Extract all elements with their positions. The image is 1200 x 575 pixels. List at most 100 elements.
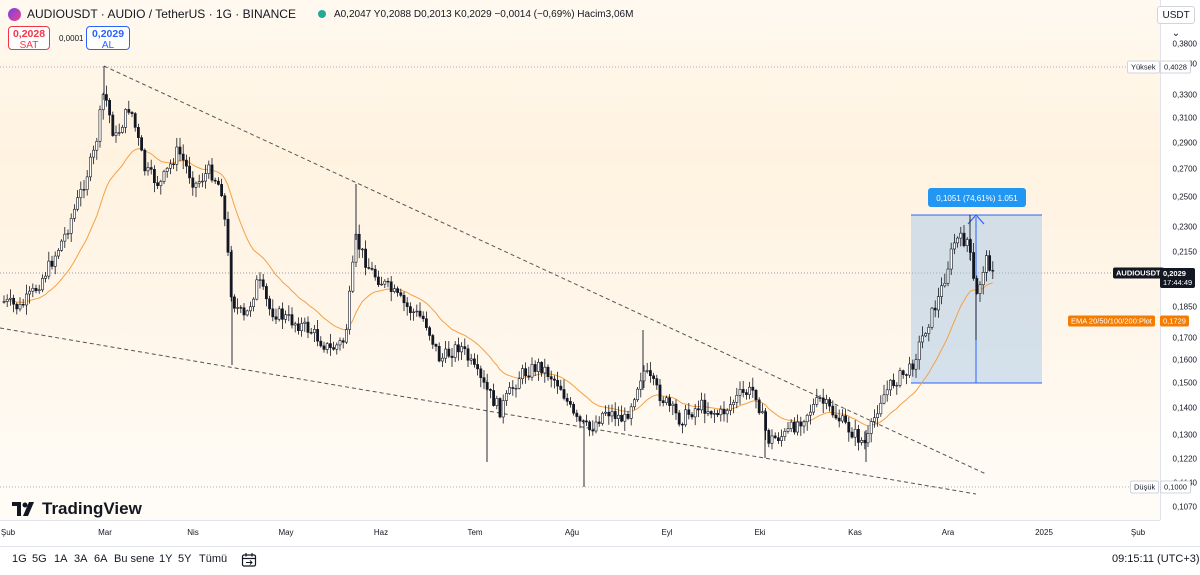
candle-body — [604, 411, 608, 414]
price-tick: 0,2500 — [1172, 192, 1197, 202]
candle-body — [959, 232, 963, 239]
time-tick: May — [278, 528, 294, 537]
candle-body — [469, 358, 473, 361]
timeframe-button[interactable]: 3A — [74, 553, 88, 565]
high-tag-value-text: 0,4028 — [1164, 62, 1187, 72]
candle-body — [210, 164, 214, 181]
candle-body — [501, 400, 505, 418]
candle-body — [645, 370, 649, 372]
candle-body — [284, 314, 288, 320]
candle-body — [431, 335, 435, 345]
candle-body — [82, 189, 86, 191]
candle-body — [543, 366, 547, 374]
candle-body — [988, 255, 992, 271]
candle-body — [421, 315, 425, 320]
candle-body — [600, 412, 604, 424]
candle-body — [962, 232, 966, 246]
candle-body — [972, 252, 976, 279]
candle-body — [165, 167, 169, 172]
timeframe-button[interactable]: Bu sene — [114, 553, 155, 565]
timeframe-button[interactable]: 5Y — [178, 553, 192, 565]
candle-body — [946, 268, 950, 284]
candle-body — [629, 406, 633, 419]
candle-body — [204, 173, 208, 182]
candle-body — [671, 403, 675, 406]
candle-body — [895, 384, 899, 387]
candle-body — [124, 109, 128, 128]
timeframe-button[interactable]: 6A — [94, 553, 108, 565]
candle-body — [453, 344, 457, 358]
time-axis[interactable]: Şub Mar Nis May Haz Tem Ağu Eyl Eki Kas Ara 2025 Şub — [0, 520, 1160, 547]
candle-body — [508, 387, 512, 394]
candle-body — [396, 288, 400, 293]
candle-body — [172, 163, 176, 166]
candle-body — [466, 348, 470, 361]
candle-body — [712, 413, 716, 415]
candle-body — [73, 208, 76, 219]
candle-body — [424, 318, 428, 328]
tradingview-logo[interactable]: TradingView — [12, 499, 142, 519]
symbol-title[interactable]: AUDIOUSDT · AUDIO / TetherUS · 1G · BINA… — [27, 7, 296, 21]
sell-button[interactable]: 0,2028 SAT — [8, 26, 50, 51]
time-tick: Eki — [754, 528, 766, 537]
timeframe-button[interactable]: Tümü — [199, 553, 228, 565]
candle-body — [767, 430, 771, 444]
candle-body — [258, 279, 262, 281]
candle-body — [233, 296, 236, 309]
upper-trendline[interactable] — [103, 65, 987, 475]
tradingview-logo-text: TradingView — [42, 499, 142, 518]
candle-body — [44, 275, 48, 279]
candle-body — [668, 397, 672, 406]
calendar-range-icon[interactable] — [241, 552, 257, 568]
price-axis[interactable]: 0,44000,38000,36000,33000,31000,29000,27… — [1160, 0, 1200, 558]
buy-label: AL — [101, 40, 115, 51]
low-tag-label: Düşük — [1130, 480, 1160, 494]
candle-body — [536, 361, 540, 372]
buy-button[interactable]: 0,2029 AL — [86, 26, 130, 51]
candle-body — [12, 297, 16, 305]
timeframe-button[interactable]: 1G — [12, 553, 27, 565]
candlestick-chart[interactable]: 0,1051 (74,61%) 1.051 — [0, 0, 1160, 520]
currency-button[interactable]: USDT ⌄ — [1157, 6, 1195, 39]
timeframe-button[interactable]: 1A — [54, 553, 68, 565]
candle-body — [450, 355, 454, 358]
candle-body — [639, 380, 643, 390]
timeframe-button[interactable]: 1Y — [159, 553, 173, 565]
candle-body — [575, 412, 579, 417]
candle-body — [79, 189, 83, 199]
candle-body — [888, 379, 892, 391]
clock-timezone[interactable]: 09:15:11 (UTC+3) — [1112, 553, 1200, 565]
candle-body — [498, 398, 502, 418]
candle-body — [792, 421, 796, 433]
candle-body — [85, 176, 89, 190]
last-price-tag: 0,2029 17:44:49 — [1160, 268, 1196, 288]
candle-body — [741, 389, 745, 393]
high-tag-text: Yüksek — [1131, 62, 1156, 72]
price-tick: 0,1850 — [1172, 302, 1197, 312]
candle-body — [376, 276, 380, 285]
price-tick: 0,1300 — [1172, 430, 1197, 440]
candle-body — [101, 94, 105, 111]
candle-body — [818, 397, 822, 399]
candle-body — [572, 404, 576, 414]
candle-body — [303, 321, 307, 324]
candle-body — [268, 298, 272, 310]
candle-body — [300, 323, 304, 331]
ema-line — [3, 148, 993, 427]
candle-body — [463, 346, 467, 350]
candle-body — [565, 398, 569, 402]
candle-body — [159, 181, 163, 186]
candle-body — [773, 435, 777, 439]
candle-body — [130, 112, 134, 114]
last-price-value: 0,2029 — [1163, 269, 1186, 278]
candle-body — [383, 280, 387, 285]
candle-body — [117, 132, 121, 134]
chart-area[interactable]: 0,1051 (74,61%) 1.051 AUDIOUSDT · AUDIO … — [0, 0, 1160, 520]
candle-body — [488, 389, 492, 391]
timeframe-button[interactable]: 5G — [32, 553, 47, 565]
ohlc-text: A0,2047 Y0,2088 D0,2013 K0,2029 −0,0014 … — [333, 8, 634, 20]
bar-countdown: 17:44:49 — [1163, 278, 1193, 287]
candle-body — [716, 413, 720, 416]
candle-body — [153, 169, 156, 184]
high-tag-value: 0,4028 — [1160, 60, 1191, 74]
